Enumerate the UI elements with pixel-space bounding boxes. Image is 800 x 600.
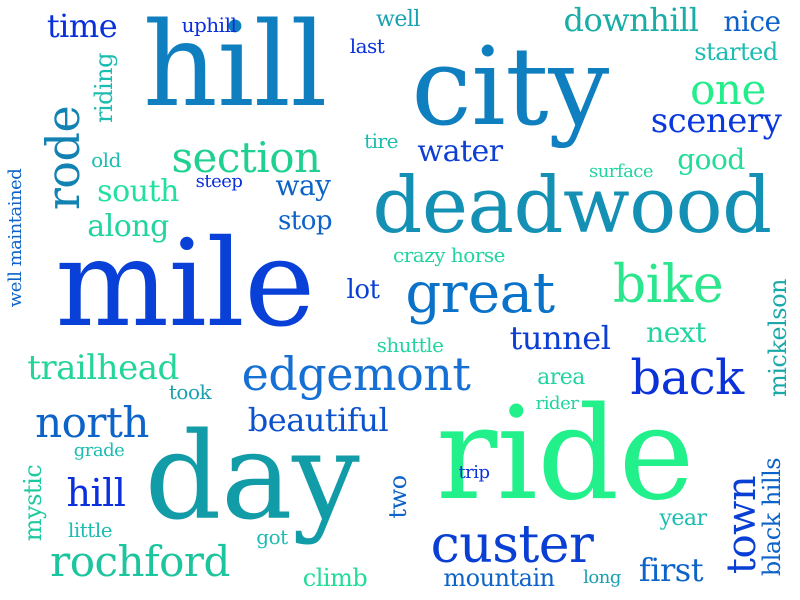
word-started: started bbox=[694, 38, 778, 66]
word-nice: nice bbox=[723, 5, 781, 38]
word-mystic: mystic bbox=[19, 464, 47, 542]
word-first: first bbox=[638, 551, 704, 589]
word-day: day bbox=[144, 408, 360, 547]
word-well-maintained: well maintained bbox=[5, 168, 26, 308]
word-long: long bbox=[583, 567, 621, 588]
word-grade: grade bbox=[73, 440, 125, 461]
word-edgemont: edgemont bbox=[241, 347, 471, 401]
word-climb: climb bbox=[302, 564, 368, 592]
word-well: well bbox=[376, 7, 420, 32]
word-surface: surface bbox=[588, 161, 654, 182]
word-section: section bbox=[171, 133, 321, 182]
word-south: south bbox=[97, 174, 179, 209]
word-stop: stop bbox=[277, 206, 333, 236]
word-trailhead: trailhead bbox=[27, 348, 179, 388]
word-got: got bbox=[256, 525, 288, 549]
word-little: little bbox=[67, 518, 113, 542]
word-beautiful: beautiful bbox=[247, 401, 389, 439]
word-great: great bbox=[405, 261, 555, 326]
word-good: good bbox=[677, 143, 745, 176]
word-last: last bbox=[349, 34, 385, 58]
word-old: old bbox=[91, 148, 121, 172]
word-tunnel: tunnel bbox=[509, 319, 611, 357]
word-along: along bbox=[87, 209, 169, 244]
word-mickelson: mickelson bbox=[764, 278, 792, 398]
word-hill: hill bbox=[142, 0, 328, 133]
word-year: year bbox=[659, 506, 707, 531]
word-mountain: mountain bbox=[443, 564, 555, 592]
word-mile: mile bbox=[55, 215, 315, 354]
word-rochford: rochford bbox=[50, 537, 230, 586]
word-riding: riding bbox=[90, 52, 118, 124]
word-steep: steep bbox=[195, 171, 243, 192]
word-custer: custer bbox=[430, 515, 594, 575]
word-took: took bbox=[168, 380, 212, 404]
word-bike: bike bbox=[612, 255, 724, 315]
word-tire: tire bbox=[364, 129, 398, 153]
word-town: town bbox=[719, 475, 765, 575]
word-ride: ride bbox=[436, 380, 694, 529]
word-uphill: uphill bbox=[181, 13, 237, 37]
word-two: two bbox=[384, 475, 412, 519]
word-back: back bbox=[630, 350, 744, 406]
word-rider: rider bbox=[535, 393, 579, 414]
word-hill-small: hill bbox=[66, 471, 126, 515]
word-time: time bbox=[46, 7, 118, 45]
word-deadwood: deadwood bbox=[372, 161, 772, 251]
word-trip: trip bbox=[458, 462, 490, 483]
word-next: next bbox=[646, 316, 706, 349]
word-one: one bbox=[690, 65, 766, 114]
word-north: north bbox=[35, 398, 149, 447]
word-shuttle: shuttle bbox=[376, 333, 444, 357]
word-black-hills: black hills bbox=[758, 457, 786, 577]
word-rode: rode bbox=[36, 105, 90, 211]
word-city: city bbox=[411, 25, 609, 150]
word-downhill: downhill bbox=[563, 1, 699, 39]
word-crazy-horse: crazy horse bbox=[393, 243, 505, 267]
word-water: water bbox=[417, 134, 503, 169]
word-lot: lot bbox=[346, 275, 380, 305]
word-area: area bbox=[537, 365, 585, 390]
word-way: way bbox=[275, 169, 331, 202]
word-scenery: scenery bbox=[650, 101, 782, 141]
